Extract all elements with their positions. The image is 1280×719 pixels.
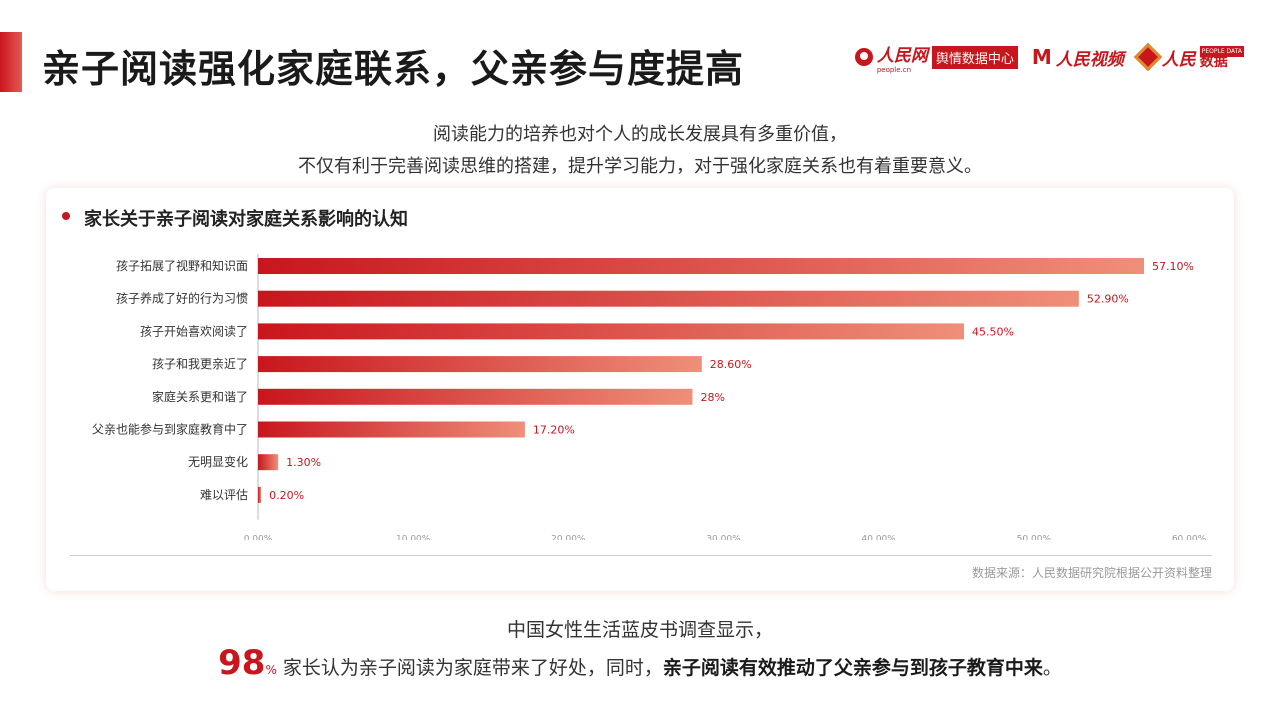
x-tick-label: 40.00% — [862, 535, 897, 540]
bar — [258, 486, 262, 503]
category-label: 孩子开始喜欢阅读了 — [140, 323, 248, 338]
people-video-icon: M — [1031, 45, 1052, 69]
highlight-number: 98 — [218, 643, 266, 683]
people-net-icon — [854, 48, 873, 66]
people-video-wordmark: 人民视频 — [1055, 49, 1124, 70]
source-divider — [70, 555, 1212, 556]
bar — [258, 356, 702, 373]
x-tick-label: 20.00% — [551, 535, 586, 540]
x-tick-label: 50.00% — [1017, 535, 1052, 540]
footer-normal-text: 家长认为亲子阅读为家庭带来了好处，同时， — [282, 657, 663, 679]
footer-line-2: 98% 家长认为亲子阅读为家庭带来了好处，同时，亲子阅读有效推动了父亲参与到孩子教… — [0, 643, 1280, 683]
people-net-url: people.cn — [876, 65, 912, 74]
category-label: 难以评估 — [200, 488, 248, 502]
logo-strip: 人民网 people.cn 舆情数据中心 M 人民视频 人民 PEOPLE DA… — [854, 41, 1244, 74]
category-label: 孩子拓展了视野和知识面 — [116, 258, 248, 273]
card-title-bullet — [62, 212, 70, 220]
footer-bold-text: 亲子阅读有效推动了父亲参与到孩子教育中来 — [662, 657, 1043, 679]
chart-title: 家长关于亲子阅读对家庭关系影响的认知 — [84, 209, 408, 230]
people-net-logo: 人民网 people.cn 舆情数据中心 — [854, 41, 1018, 74]
people-data-en: PEOPLE DATA — [1199, 46, 1244, 57]
title-accent-bar — [0, 32, 22, 92]
data-label: 28.60% — [710, 358, 752, 371]
bar-chart: 孩子拓展了视野和知识面 57.10% 孩子养成了好的行为习惯 52.90% 孩子开始喜欢… — [92, 254, 1207, 540]
people-data-logo: 人民 PEOPLE DATA 数据 — [1133, 42, 1244, 72]
people-video-logo: M 人民视频 — [1032, 45, 1124, 70]
category-label: 孩子养成了好的行为习惯 — [116, 291, 248, 306]
data-label: 0.20% — [269, 489, 304, 502]
data-label: 17.20% — [533, 424, 575, 437]
bar — [258, 323, 965, 340]
x-tick-label: 60.00% — [1172, 535, 1207, 540]
x-tick-label: 0.00% — [244, 535, 273, 540]
yuqing-center-label: 舆情数据中心 — [931, 45, 1018, 69]
people-net-wordmark: 人民网 — [876, 45, 928, 66]
bar — [258, 421, 525, 438]
data-label: 52.90% — [1087, 293, 1129, 306]
category-label: 父亲也能参与到家庭教育中了 — [92, 422, 248, 437]
data-label: 57.10% — [1152, 260, 1194, 273]
data-label: 45.50% — [972, 325, 1014, 338]
bar — [258, 290, 1079, 307]
people-data-wordmark: 人民 — [1161, 49, 1196, 70]
x-tick-label: 30.00% — [706, 535, 741, 540]
highlight-percent: % — [265, 663, 277, 677]
category-label: 无明显变化 — [188, 454, 248, 469]
data-source: 数据来源：人民数据研究院根据公开资料整理 — [971, 566, 1212, 580]
page-title: 亲子阅读强化家庭联系，父亲参与度提高 — [42, 47, 745, 91]
people-data-word: 数据 — [1199, 54, 1228, 70]
intro-line-1: 阅读能力的培养也对个人的成长发展具有多重价值， — [433, 124, 847, 145]
category-label: 家庭关系更和谐了 — [152, 389, 248, 404]
bar — [258, 454, 279, 471]
x-tick-label: 10.00% — [396, 535, 431, 540]
category-label: 孩子和我更亲近了 — [152, 357, 248, 371]
people-data-icon — [1133, 42, 1162, 72]
intro-line-2: 不仅有利于完善阅读思维的搭建，提升学习能力，对于强化家庭关系也有着重要意义。 — [298, 156, 982, 177]
bar — [258, 258, 1145, 274]
footer-end-punct: 。 — [1042, 657, 1062, 679]
footer-line-1: 中国女性生活蓝皮书调查显示， — [506, 619, 773, 641]
bar — [258, 388, 693, 405]
data-label: 1.30% — [286, 456, 321, 469]
data-label: 28% — [700, 391, 724, 404]
